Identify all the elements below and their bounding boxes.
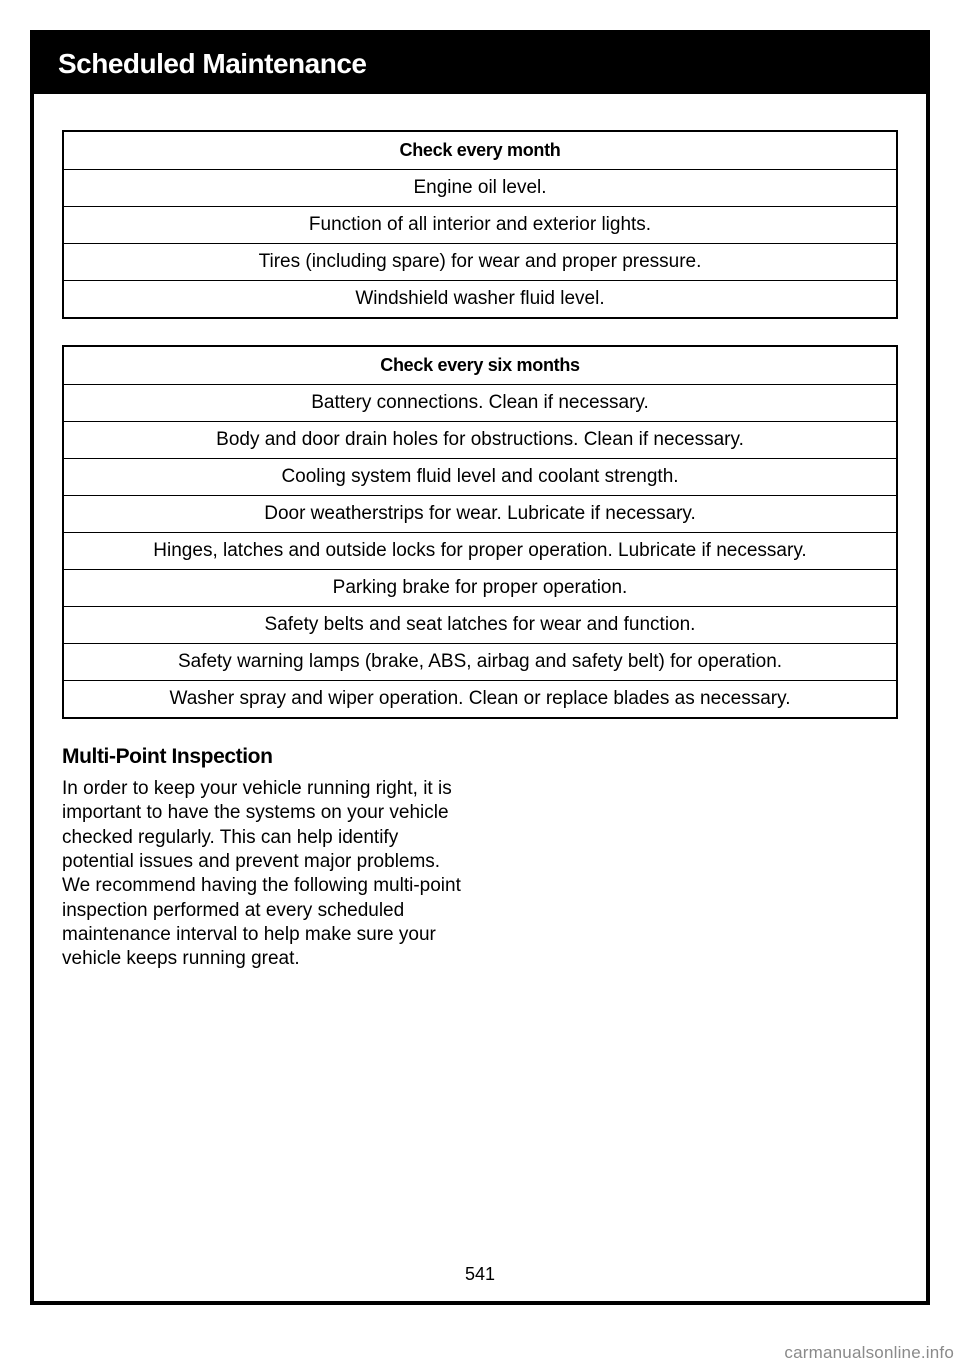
table-row: Parking brake for proper operation. — [63, 570, 897, 607]
table-row: Safety belts and seat latches for wear a… — [63, 607, 897, 644]
six-month-check-table: Check every six months Battery connectio… — [62, 345, 898, 719]
table-row: Engine oil level. — [63, 170, 897, 207]
table-row: Body and door drain holes for obstructio… — [63, 422, 897, 459]
table-row: Cooling system fluid level and coolant s… — [63, 459, 897, 496]
monthly-check-table: Check every month Engine oil level. Func… — [62, 130, 898, 319]
table-row: Windshield washer fluid level. — [63, 281, 897, 319]
page-title: Scheduled Maintenance — [58, 48, 366, 79]
table-row: Function of all interior and exterior li… — [63, 207, 897, 244]
page-frame: Scheduled Maintenance Check every month … — [30, 30, 930, 1305]
section-heading: Multi-Point Inspection — [62, 745, 898, 769]
table-row: Hinges, latches and outside locks for pr… — [63, 533, 897, 570]
table-header: Check every month — [63, 131, 897, 170]
page-header: Scheduled Maintenance — [34, 34, 926, 94]
table-row: Washer spray and wiper operation. Clean … — [63, 681, 897, 719]
content-area: Check every month Engine oil level. Func… — [34, 94, 926, 972]
table-row: Tires (including spare) for wear and pro… — [63, 244, 897, 281]
table-header: Check every six months — [63, 346, 897, 385]
table-row: Safety warning lamps (brake, ABS, airbag… — [63, 644, 897, 681]
table-row: Door weatherstrips for wear. Lubricate i… — [63, 496, 897, 533]
section-body: In order to keep your vehicle running ri… — [62, 777, 463, 972]
table-row: Battery connections. Clean if necessary. — [63, 385, 897, 422]
body-text-column: In order to keep your vehicle running ri… — [62, 777, 463, 972]
watermark: carmanualsonline.info — [784, 1343, 954, 1363]
page-number: 541 — [34, 1264, 926, 1285]
